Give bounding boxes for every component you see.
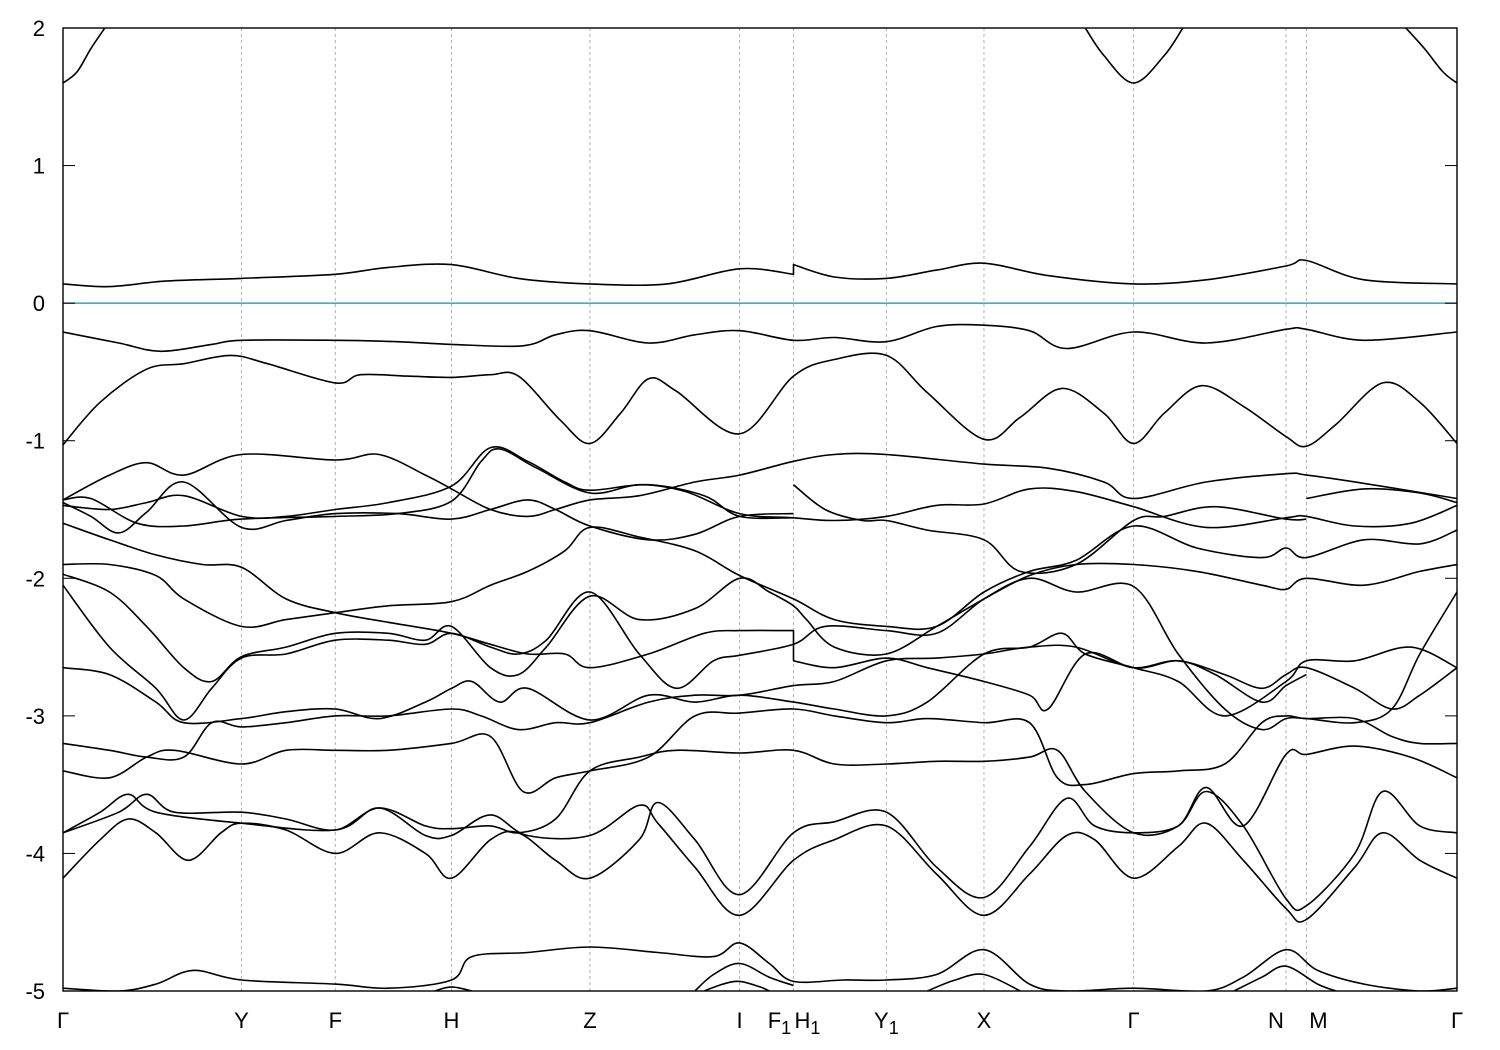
y-tick-label: 0 (33, 291, 45, 316)
x-tick-label: F (329, 1008, 342, 1033)
y-tick-label: -2 (25, 566, 45, 591)
band-19 (63, 708, 1457, 794)
band-24 (694, 962, 794, 991)
x-tick-label: I (736, 1008, 742, 1033)
band-13 (63, 522, 1457, 712)
band-12 (1306, 487, 1457, 504)
band-3 (1405, 28, 1457, 84)
band-16 (63, 577, 1457, 731)
band-5 (63, 323, 1457, 353)
band-9 (63, 452, 1457, 518)
band-4 (63, 259, 1457, 288)
y-tick-label: -1 (25, 429, 45, 454)
band-8 (63, 448, 1457, 529)
band-18 (63, 644, 1307, 761)
band-15 (63, 562, 1457, 683)
y-tick-label: -3 (25, 704, 45, 729)
x-tick-label: Y1 (874, 1008, 899, 1038)
x-tick-label: Z (583, 1008, 596, 1033)
band-26 (1233, 965, 1337, 991)
band-22 (63, 793, 1457, 923)
x-tick-label: Γ (57, 1008, 69, 1033)
x-tick-label: X (977, 1008, 992, 1033)
band-6 (63, 352, 1457, 448)
y-tick-label: -4 (25, 841, 45, 866)
plot-frame (62, 27, 1458, 992)
x-tick-label: Y (234, 1008, 249, 1033)
band-17 (63, 632, 1457, 725)
band-28 (703, 980, 770, 991)
band-11 (792, 484, 1307, 575)
band-20 (63, 745, 1457, 836)
y-axis: 2 1 0 -1 -2 -3 -4 -5 (25, 16, 1457, 1004)
x-tick-label: H1 (795, 1008, 821, 1038)
x-tick-label: F1 (768, 1008, 791, 1038)
band-2 (1084, 28, 1184, 84)
band-25 (927, 973, 1021, 991)
band-27 (434, 986, 473, 991)
band-14 (63, 525, 1457, 631)
x-tick-label: Γ (1451, 1008, 1463, 1033)
band-21 (63, 790, 1457, 912)
band-10 (63, 445, 794, 520)
y-tick-label: 1 (33, 154, 45, 179)
y-tick-label: -5 (25, 979, 45, 1004)
x-tick-label: H (444, 1008, 460, 1033)
bands-layer (63, 28, 1457, 991)
x-axis: Γ Y F H Z I F1 H1 Y1 X Γ N M Γ (57, 1008, 1463, 1038)
x-tick-label: M (1309, 1008, 1327, 1033)
x-tick-label: N (1268, 1008, 1284, 1033)
y-tick-label: 2 (33, 16, 45, 41)
band-23 (63, 942, 1457, 991)
band-1 (63, 28, 106, 84)
x-tick-label: Γ (1128, 1008, 1140, 1033)
grid-layer (240, 28, 1307, 991)
